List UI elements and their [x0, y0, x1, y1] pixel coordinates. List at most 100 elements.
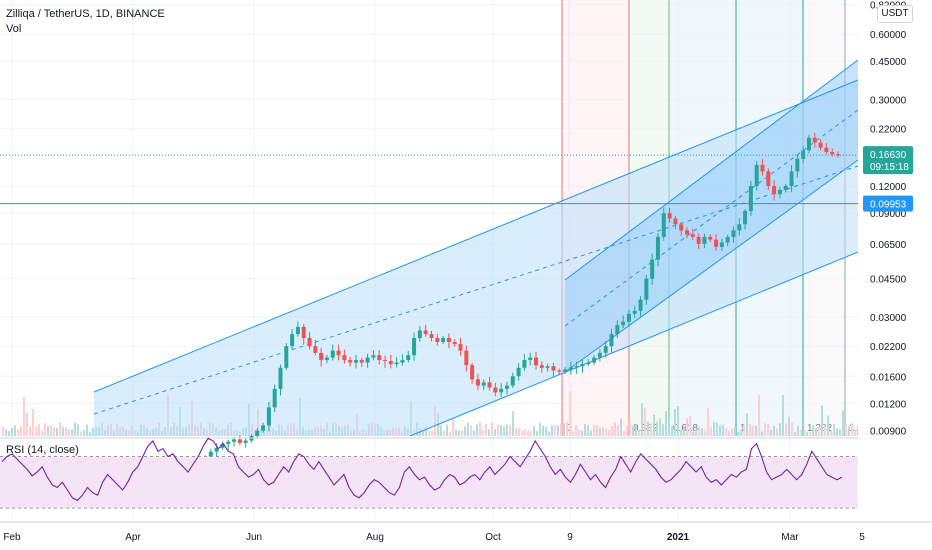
volume-bar — [83, 429, 85, 436]
volume-bar — [728, 430, 730, 436]
candle-body — [760, 164, 765, 172]
price-tick-label: 0.01200 — [870, 399, 907, 410]
candle-body — [702, 236, 707, 244]
candle-body — [226, 441, 231, 445]
volume-bar — [779, 423, 781, 436]
volume-bar — [707, 408, 709, 436]
candle-body — [261, 425, 266, 431]
volume-bar — [770, 429, 772, 436]
candle-body — [783, 185, 788, 191]
volume-bar — [806, 431, 808, 436]
volume-bar — [620, 418, 622, 436]
candle-body — [789, 171, 794, 186]
candle-body — [383, 360, 388, 362]
candle-body — [661, 213, 666, 237]
candle-body — [696, 236, 701, 244]
price-tick-label: 0.45000 — [870, 57, 907, 68]
candle-body — [586, 362, 591, 365]
candle-body — [336, 350, 341, 356]
candle-body — [458, 344, 463, 351]
price-axis[interactable]: 0.820000.600000.450000.300000.220000.120… — [858, 0, 932, 550]
volume-bar — [689, 416, 691, 436]
volume-bar — [485, 424, 487, 436]
candle-body — [481, 382, 486, 386]
price-tick-label: 0.01600 — [870, 372, 907, 383]
time-tick-label: 9 — [567, 532, 573, 543]
candle-body — [673, 218, 678, 225]
volume-bar — [713, 422, 715, 436]
candle-body — [353, 360, 358, 363]
candle-body — [632, 310, 637, 314]
volume-bar — [593, 425, 595, 436]
candle-body — [806, 137, 811, 151]
volume-bar — [488, 429, 490, 436]
volume-bar — [596, 425, 598, 436]
price-tick-label: 0.02200 — [870, 342, 907, 353]
candle-body — [812, 137, 817, 143]
volume-bar — [605, 429, 607, 436]
chart-title: Zilliqa / TetherUS, 1D, BINANCE — [6, 8, 165, 20]
candle-body — [348, 360, 353, 363]
volume-bar — [17, 429, 19, 436]
volume-bar — [761, 431, 763, 436]
volume-bar — [590, 430, 592, 436]
volume-bar — [758, 395, 760, 436]
time-tick-label: Apr — [125, 532, 141, 543]
volume-bar — [440, 425, 442, 436]
volume-bar — [512, 411, 514, 436]
volume-bar — [92, 427, 94, 436]
candle-body — [592, 357, 597, 363]
volume-bar — [491, 422, 493, 436]
volume-bar — [638, 431, 640, 436]
volume-bar — [812, 425, 814, 436]
volume-bar — [641, 403, 643, 436]
volume-bar — [824, 426, 826, 436]
volume-bar — [647, 421, 649, 436]
candle-body — [516, 367, 521, 377]
volume-bar — [521, 430, 523, 436]
candle-body — [446, 337, 451, 342]
volume-bar — [776, 428, 778, 436]
volume-bar — [41, 431, 43, 436]
volume-bar — [422, 430, 424, 436]
volume-bar — [464, 426, 466, 436]
volume-bar — [581, 430, 583, 436]
candle-body — [417, 330, 422, 338]
candle-body — [377, 355, 382, 361]
time-tick-label: Mar — [781, 532, 799, 543]
currency-button[interactable]: USDT — [877, 5, 913, 23]
candle-body — [232, 439, 237, 442]
candle-body — [766, 171, 771, 186]
volume-bar — [677, 406, 679, 436]
volume-bar — [86, 424, 88, 436]
time-axis[interactable]: Feb Apr Jun Aug Oct 9 2021 Mar 5 — [0, 521, 932, 543]
channel-line — [93, 79, 859, 393]
volume-bar — [509, 425, 511, 436]
volume-bar — [800, 429, 802, 436]
volume-bar — [722, 425, 724, 436]
volume-bar — [53, 427, 55, 436]
volume-bar — [62, 427, 64, 436]
candle-body — [266, 407, 271, 426]
volume-bar — [59, 422, 61, 436]
volume-bar — [845, 424, 847, 436]
candle-body — [748, 185, 753, 212]
volume-bar — [602, 426, 604, 436]
volume-bar — [584, 423, 586, 436]
volume-bar — [848, 426, 850, 436]
volume-bar — [68, 429, 70, 436]
volume-bar — [32, 409, 34, 436]
candle-body — [528, 357, 533, 361]
volume-bar — [749, 423, 751, 436]
candle-body — [435, 337, 440, 342]
time-tick-label: 2021 — [667, 532, 690, 543]
candle-body — [243, 440, 248, 443]
candle-body — [708, 236, 713, 240]
volume-bar — [554, 424, 556, 436]
volume-bar — [626, 426, 628, 436]
channel-midline — [93, 165, 859, 415]
volume-bar — [662, 424, 664, 436]
candle-body — [539, 365, 544, 368]
volume-bar — [80, 431, 82, 436]
